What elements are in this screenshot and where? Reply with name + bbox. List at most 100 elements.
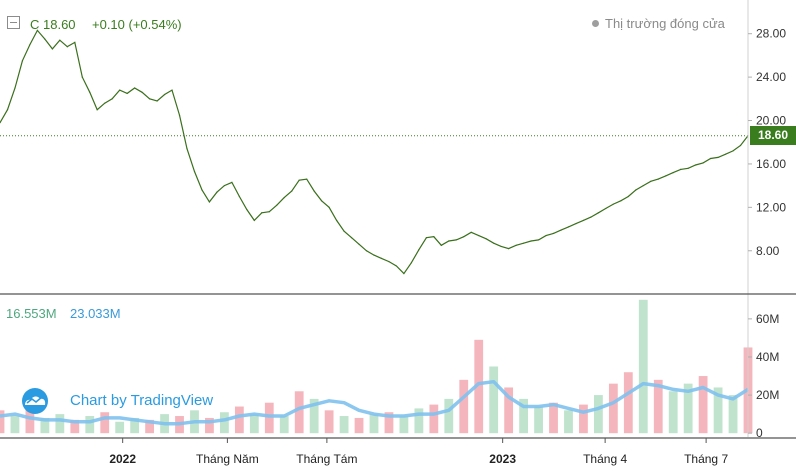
price-point xyxy=(44,38,46,40)
volume-bar[interactable] xyxy=(504,387,514,434)
volume-bar[interactable] xyxy=(85,416,95,434)
volume-bar[interactable] xyxy=(70,419,80,434)
volume-bar[interactable] xyxy=(279,416,289,434)
price-point xyxy=(597,212,600,214)
x-tick-label: 2023 xyxy=(489,452,516,466)
volume-bar[interactable] xyxy=(309,398,319,434)
volume-bar[interactable] xyxy=(653,379,663,434)
volume-bar[interactable] xyxy=(369,414,379,434)
price-point xyxy=(358,243,360,245)
price-y-tick-label: 12.00 xyxy=(756,200,786,214)
price-line[interactable] xyxy=(0,29,749,275)
volume-bar[interactable] xyxy=(459,379,469,434)
volume-bar[interactable] xyxy=(608,383,618,434)
volume-bar[interactable] xyxy=(429,404,439,434)
volume-bar[interactable] xyxy=(40,417,50,434)
x-tick-label: 2022 xyxy=(109,452,136,466)
price-point xyxy=(388,261,390,263)
price-point xyxy=(739,144,742,147)
volume-bar[interactable] xyxy=(130,417,140,434)
volume-bar[interactable] xyxy=(698,376,708,434)
volume-bar[interactable] xyxy=(713,387,723,434)
price-point xyxy=(74,41,76,43)
volume-bar[interactable] xyxy=(384,412,394,434)
volume-bar[interactable] xyxy=(399,416,409,434)
price-point xyxy=(268,211,270,213)
volume-bar[interactable] xyxy=(728,395,738,434)
price-point xyxy=(126,92,128,94)
price-point xyxy=(687,167,689,169)
price-point xyxy=(410,262,412,264)
price-point xyxy=(6,109,9,111)
price-point xyxy=(657,178,659,180)
volume-bar[interactable] xyxy=(25,406,35,434)
volume-bar[interactable] xyxy=(339,416,349,434)
price-point xyxy=(650,180,652,182)
collapse-square-icon[interactable] xyxy=(7,16,20,29)
price-point xyxy=(724,153,727,155)
price-point xyxy=(141,91,143,93)
price-point xyxy=(380,257,383,259)
volume-bar[interactable] xyxy=(549,402,558,434)
price-point xyxy=(321,200,323,202)
tradingview-watermark[interactable]: Chart by TradingView xyxy=(18,388,213,414)
price-point xyxy=(134,87,136,89)
price-point xyxy=(560,229,562,231)
price-y-tick-label: 8.00 xyxy=(756,244,780,258)
volume-bar[interactable] xyxy=(205,417,214,434)
price-point xyxy=(478,234,480,237)
volume-bar[interactable] xyxy=(564,410,573,434)
volume-bar[interactable] xyxy=(474,339,484,434)
price-point xyxy=(89,91,91,93)
volume-bar[interactable] xyxy=(354,417,364,434)
volume-bar[interactable] xyxy=(249,414,259,434)
volume-bar[interactable] xyxy=(264,402,274,434)
volume-bar[interactable] xyxy=(683,383,693,434)
price-point xyxy=(231,181,233,183)
price-point xyxy=(14,87,16,89)
volume-bar[interactable] xyxy=(234,406,244,434)
price-point xyxy=(710,157,712,160)
volume-bar[interactable] xyxy=(294,391,304,434)
price-point xyxy=(223,185,225,187)
volume-bar[interactable] xyxy=(324,410,334,434)
volume-bar[interactable] xyxy=(594,395,603,434)
volume-bar[interactable] xyxy=(638,299,648,434)
volume-bar[interactable] xyxy=(623,372,633,434)
last-price-label: 18.60 xyxy=(750,125,796,145)
volume-ma-line[interactable] xyxy=(0,379,749,426)
volume-bar[interactable] xyxy=(220,412,229,434)
volume-bar[interactable] xyxy=(145,419,154,434)
price-point xyxy=(171,89,173,91)
price-y-tick-label: 28.00 xyxy=(756,27,786,41)
volume-y-tick-label: 60M xyxy=(756,312,779,326)
price-point xyxy=(216,191,218,193)
price-point xyxy=(328,206,330,208)
price-point xyxy=(672,172,674,174)
volume-bar[interactable] xyxy=(0,410,5,434)
volume-bar[interactable] xyxy=(489,366,499,434)
price-point xyxy=(21,60,24,62)
volume-bar[interactable] xyxy=(115,421,125,434)
price-point xyxy=(425,237,427,239)
price-point xyxy=(246,208,248,211)
volume-bar[interactable] xyxy=(55,414,65,434)
volume-bar[interactable] xyxy=(100,412,110,434)
volume-bar[interactable] xyxy=(444,398,454,434)
volume-bar[interactable] xyxy=(668,391,678,434)
volume-bar[interactable] xyxy=(519,398,528,434)
volume-ma-value: 23.033M xyxy=(70,306,121,321)
price-pane[interactable] xyxy=(0,29,749,275)
volume-bar[interactable] xyxy=(579,404,588,434)
volume-bar[interactable] xyxy=(10,416,20,434)
volume-bar[interactable] xyxy=(534,406,543,434)
volume-value: 16.553M xyxy=(6,306,57,321)
price-point xyxy=(208,201,211,203)
volume-bar[interactable] xyxy=(414,408,424,434)
price-point xyxy=(59,39,61,41)
price-point xyxy=(238,195,240,198)
price-point xyxy=(343,230,345,232)
price-point xyxy=(178,114,181,116)
